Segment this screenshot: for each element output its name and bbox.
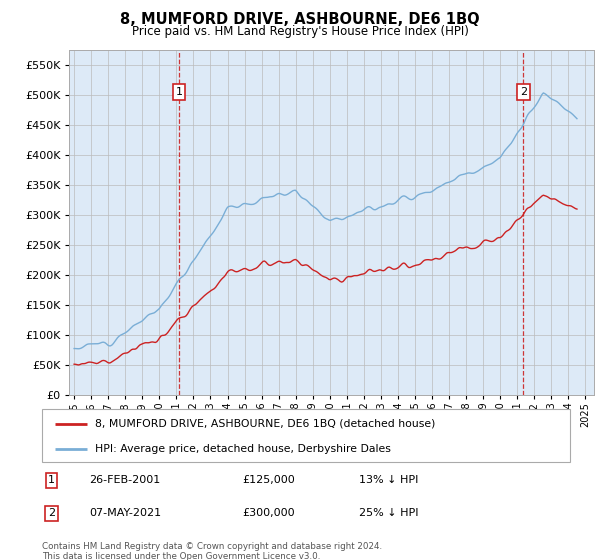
Text: 2: 2 [520, 87, 527, 97]
Text: £125,000: £125,000 [242, 475, 295, 485]
Text: 8, MUMFORD DRIVE, ASHBOURNE, DE6 1BQ: 8, MUMFORD DRIVE, ASHBOURNE, DE6 1BQ [120, 12, 480, 27]
FancyBboxPatch shape [42, 409, 570, 462]
Text: 13% ↓ HPI: 13% ↓ HPI [359, 475, 418, 485]
Text: HPI: Average price, detached house, Derbyshire Dales: HPI: Average price, detached house, Derb… [95, 444, 391, 454]
Text: £300,000: £300,000 [242, 508, 295, 518]
Text: 25% ↓ HPI: 25% ↓ HPI [359, 508, 418, 518]
Text: 07-MAY-2021: 07-MAY-2021 [89, 508, 161, 518]
Text: 26-FEB-2001: 26-FEB-2001 [89, 475, 161, 485]
Text: 8, MUMFORD DRIVE, ASHBOURNE, DE6 1BQ (detached house): 8, MUMFORD DRIVE, ASHBOURNE, DE6 1BQ (de… [95, 419, 435, 429]
Text: 1: 1 [48, 475, 55, 485]
Text: Contains HM Land Registry data © Crown copyright and database right 2024.
This d: Contains HM Land Registry data © Crown c… [42, 542, 382, 560]
Text: 1: 1 [175, 87, 182, 97]
Text: Price paid vs. HM Land Registry's House Price Index (HPI): Price paid vs. HM Land Registry's House … [131, 25, 469, 38]
Text: 2: 2 [48, 508, 55, 518]
